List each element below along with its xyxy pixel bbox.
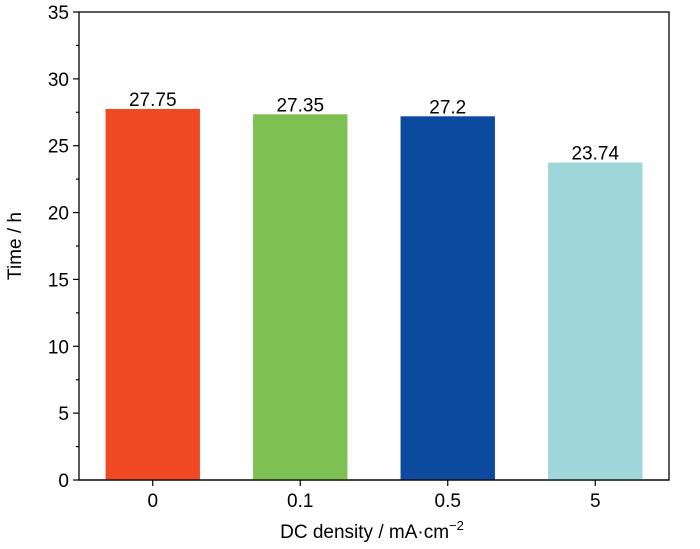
y-tick-label: 5 (58, 404, 69, 425)
y-tick-label: 25 (48, 137, 69, 158)
y-tick-label: 10 (48, 337, 69, 358)
x-axis-title: DC density / mA·cm−2 (280, 518, 464, 543)
bar-0.1 (253, 114, 348, 480)
x-tick-label: 0.1 (287, 491, 313, 512)
x-axis-title-superscript: −2 (449, 518, 464, 533)
y-tick-label: 35 (48, 3, 69, 24)
y-tick-label: 15 (48, 270, 69, 291)
data-label-5: 23.74 (571, 144, 619, 165)
y-tick-label: 20 (48, 204, 69, 225)
data-label-0.5: 27.2 (429, 97, 466, 118)
x-axis-ticks: 0 0.1 0.5 5 (79, 479, 669, 512)
data-labels: 27.75 27.35 27.2 23.74 (129, 90, 619, 165)
bar-0.5 (400, 116, 495, 480)
y-axis-title: Time / h (5, 212, 26, 280)
y-tick-label: 30 (48, 70, 69, 91)
data-label-0: 27.75 (129, 90, 177, 111)
x-tick-label: 0.5 (435, 491, 461, 512)
bars (105, 108, 643, 480)
x-axis-title-text: DC density / mA·cm (280, 522, 449, 543)
x-tick-label: 5 (590, 491, 601, 512)
bar-5 (548, 162, 643, 480)
data-label-0.1: 27.35 (276, 95, 324, 116)
x-tick-label: 0 (147, 491, 158, 512)
bar-0 (105, 108, 200, 480)
y-axis-ticks: 0 5 10 15 20 25 30 35 (48, 3, 79, 492)
y-tick-label: 0 (58, 471, 69, 492)
